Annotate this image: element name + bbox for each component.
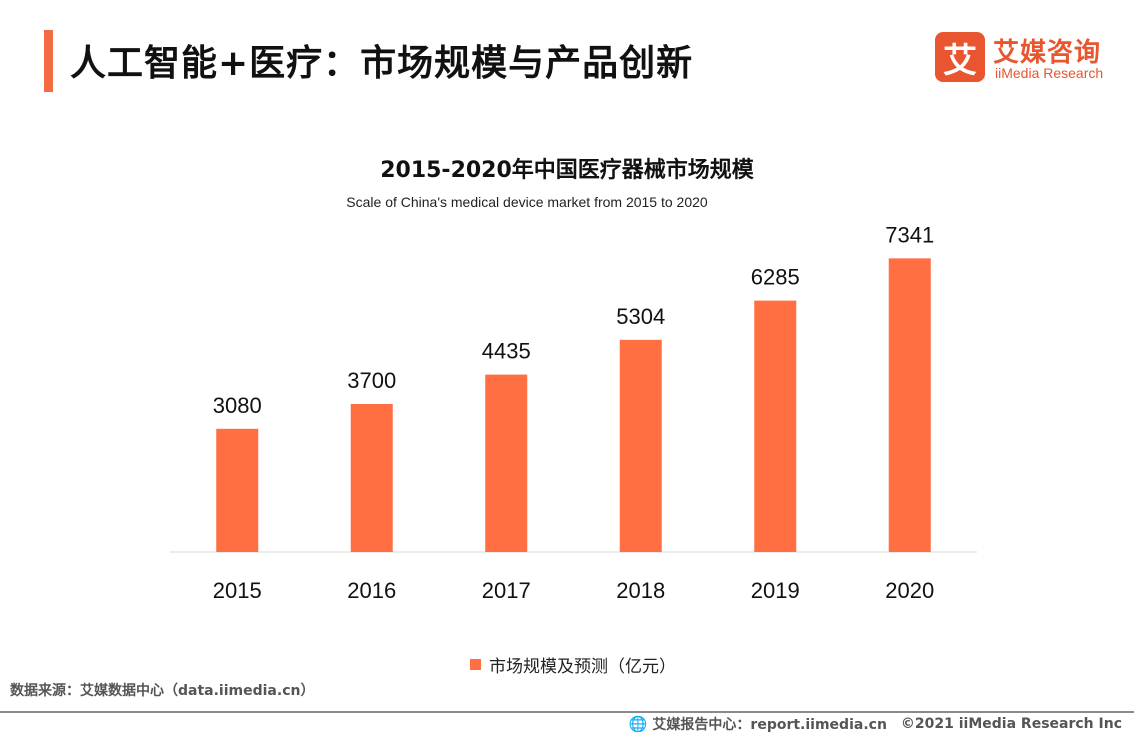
bar-2017 xyxy=(485,374,528,552)
chart-subtitle: Scale of China's medical device market f… xyxy=(346,194,708,210)
x-tick-2016: 2016 xyxy=(347,578,396,603)
logo-en-text: iiMedia Research xyxy=(995,65,1104,81)
chart-legend: 市场规模及预测（亿元） xyxy=(470,652,676,677)
bar-2019 xyxy=(754,300,797,552)
data-label-2015: 3080 xyxy=(213,393,262,418)
bar-2018 xyxy=(619,339,662,552)
footer-divider xyxy=(0,711,1134,713)
brand-logo: 艾 艾媒咨询 iiMedia Research xyxy=(935,32,1125,88)
title-accent-bar xyxy=(44,30,53,92)
x-tick-2018: 2018 xyxy=(616,578,665,603)
bar-2015 xyxy=(216,428,259,552)
x-tick-2015: 2015 xyxy=(213,578,262,603)
data-source-note: 数据来源：艾媒数据中心（data.iimedia.cn） xyxy=(10,683,315,699)
chart-title: 2015-2020年中国医疗器械市场规模 xyxy=(380,158,754,183)
data-label-2018: 5304 xyxy=(616,304,665,329)
logo-cn-text: 艾媒咨询 xyxy=(993,38,1102,68)
copyright-text: ©2021 iiMedia Research Inc xyxy=(900,716,1122,732)
globe-icon: 🌐 xyxy=(628,715,648,733)
bar-2020 xyxy=(888,258,931,552)
bar-2016 xyxy=(350,404,393,552)
data-label-2020: 7341 xyxy=(885,222,934,247)
data-label-2017: 4435 xyxy=(482,339,531,364)
bar-chart: 3080 2015 3700 2016 4435 2017 5304 2018 6285 2019… xyxy=(170,222,977,603)
legend-label: 市场规模及预测（亿元） xyxy=(489,657,676,677)
footer: 🌐 艾媒报告中心：report.iimedia.cn ©2021 iiMedia… xyxy=(629,714,1122,734)
legend-swatch xyxy=(470,659,481,670)
data-label-2016: 3700 xyxy=(347,368,396,393)
data-label-2019: 6285 xyxy=(751,265,800,290)
report-center-link[interactable]: 艾媒报告中心：report.iimedia.cn xyxy=(652,717,887,733)
x-tick-2019: 2019 xyxy=(751,578,800,603)
x-tick-2017: 2017 xyxy=(482,578,531,603)
logo-mark: 艾 xyxy=(935,32,985,82)
page-title: 人工智能+医疗：市场规模与产品创新 xyxy=(70,43,694,84)
x-tick-2020: 2020 xyxy=(885,578,934,603)
